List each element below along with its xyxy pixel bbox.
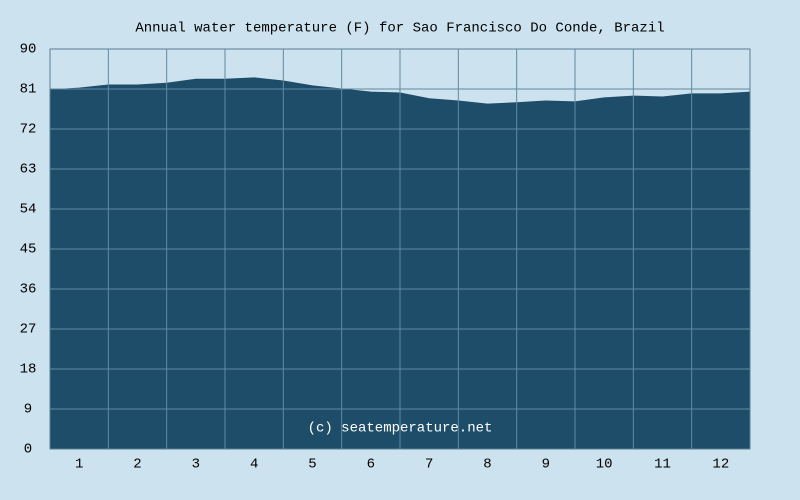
- y-tick-label: 18: [20, 362, 37, 378]
- x-tick-label: 5: [308, 457, 316, 473]
- x-tick-label: 2: [133, 457, 141, 473]
- x-tick-label: 6: [367, 457, 375, 473]
- plot-border: [49, 48, 751, 450]
- x-tick-label: 12: [712, 457, 729, 473]
- y-tick-label: 36: [20, 282, 37, 298]
- x-tick-label: 9: [542, 457, 550, 473]
- watermark: (c) seatemperature.net: [308, 421, 493, 437]
- x-tick-label: 8: [483, 457, 491, 473]
- y-tick-label: 72: [20, 122, 37, 138]
- y-tick-label: 90: [20, 42, 37, 58]
- x-tick-label: 1: [75, 457, 83, 473]
- y-tick-label: 27: [20, 322, 37, 338]
- y-tick-label: 0: [24, 442, 32, 458]
- x-tick-label: 11: [654, 457, 671, 473]
- x-tick-label: 10: [596, 457, 613, 473]
- x-tick-label: 4: [250, 457, 258, 473]
- y-tick-label: 54: [20, 202, 37, 218]
- y-tick-label: 45: [20, 242, 37, 258]
- x-tick-label: 3: [192, 457, 200, 473]
- chart-title: Annual water temperature (F) for Sao Fra…: [135, 21, 664, 37]
- y-tick-label: 9: [24, 402, 32, 418]
- x-tick-label: 7: [425, 457, 433, 473]
- y-tick-label: 63: [20, 162, 37, 178]
- y-tick-label: 81: [20, 82, 37, 98]
